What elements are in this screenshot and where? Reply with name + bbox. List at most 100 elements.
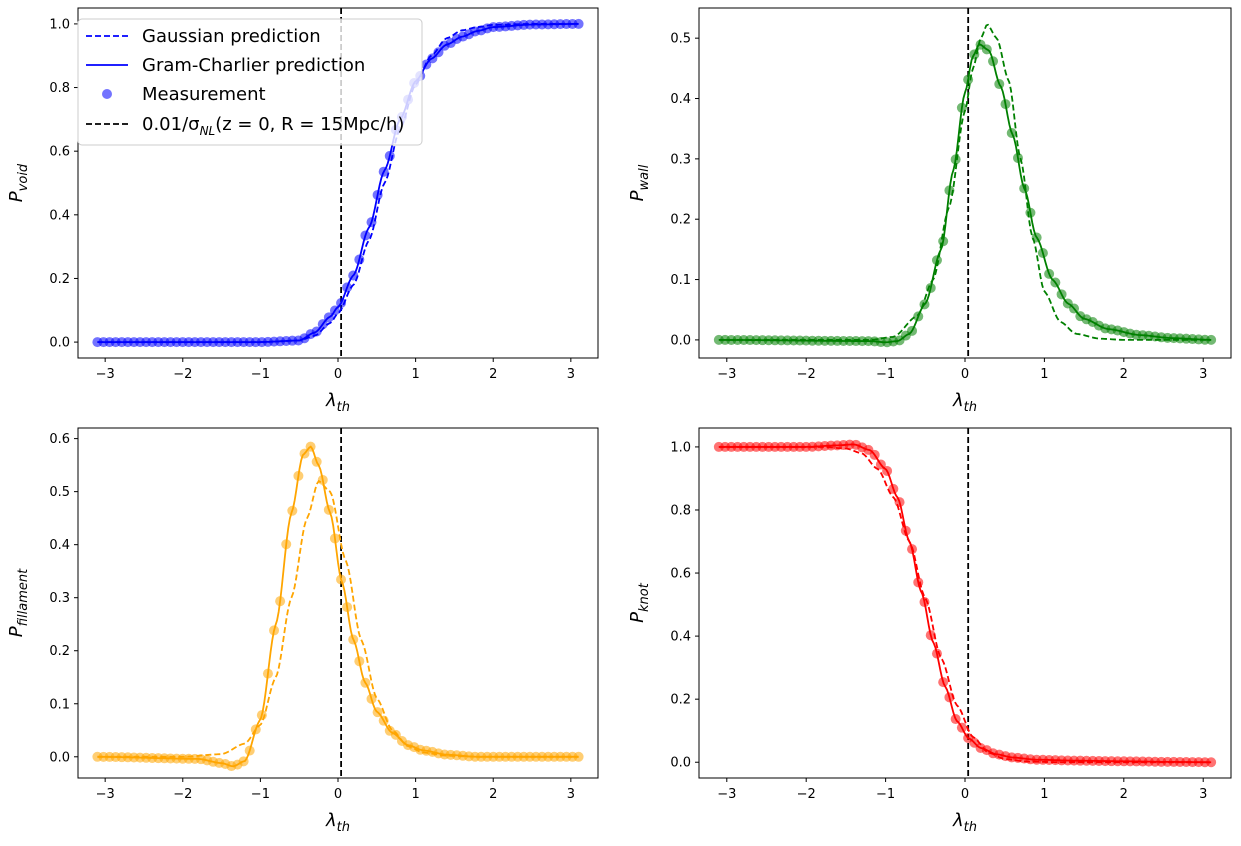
measurement-point	[931, 255, 942, 266]
measurement-point	[384, 150, 395, 161]
measurement-point	[1056, 289, 1067, 300]
y-tick-label: 0.0	[49, 750, 70, 765]
gaussian-prediction-line	[718, 23, 1212, 341]
gram-charlier-prediction-line	[97, 445, 579, 768]
panel-filament: −3 −2 −1 0 1 2 3 0.0 0.1 0.2 0.3 0.4 0.5 0.6 λth Pfilla…	[6, 427, 599, 835]
measurement-point	[1206, 334, 1217, 345]
measurement-point	[963, 74, 974, 85]
measurement-point	[573, 751, 584, 762]
axes-frame	[698, 7, 1232, 359]
x-tick-label: 1	[1040, 787, 1048, 802]
panel-wall: −3 −2 −1 0 1 2 3 0.0 0.1 0.2 0.3 0.4 0.5 λth Pwall	[627, 7, 1232, 415]
measurement-point	[390, 729, 401, 740]
measurement-point	[925, 282, 936, 293]
y-tick-label: 0.3	[49, 591, 70, 606]
measurement-point	[988, 56, 999, 67]
y-tick-label: 0.2	[49, 272, 70, 287]
measurement-point	[366, 217, 377, 228]
y-tick-label: 0.2	[49, 644, 70, 659]
measurement-point	[281, 539, 292, 550]
y-tick-label: 0.2	[670, 213, 691, 228]
gram-charlier-prediction-line	[718, 443, 1212, 764]
measurement-point	[244, 745, 255, 756]
y-tick-label: 0.0	[670, 756, 691, 771]
x-tick-label: −2	[173, 367, 192, 382]
measurement-point	[1012, 152, 1023, 163]
y-tick-label: 0.2	[670, 693, 691, 708]
measurement-point	[323, 504, 334, 515]
measurement-point	[360, 230, 371, 241]
measurement-point	[275, 596, 286, 607]
y-axis-label: Pwall	[627, 164, 652, 201]
x-tick-label: −3	[717, 367, 736, 382]
measurement-point	[944, 692, 955, 703]
y-axis-label: Pknot	[627, 582, 652, 623]
measurement-point	[238, 756, 249, 767]
measurement-point	[956, 722, 967, 733]
legend-label-gaussian: Gaussian prediction	[142, 26, 321, 47]
x-tick-label: 1	[411, 367, 419, 382]
measurement-point	[317, 474, 328, 485]
measurement-point	[1044, 268, 1055, 279]
measurement-point	[311, 456, 322, 467]
x-tick-label: 0	[961, 787, 969, 802]
y-tick-label: 0.4	[49, 208, 70, 223]
measurement-point	[1037, 247, 1048, 258]
y-tick-label: 0.0	[49, 336, 70, 351]
x-tick-label: −2	[797, 787, 816, 802]
x-tick-label: −1	[251, 787, 270, 802]
measurement-point	[323, 312, 334, 323]
x-tick-label: 1	[411, 787, 419, 802]
measurement-point	[256, 710, 267, 721]
y-tick-label: 0.6	[670, 567, 691, 582]
plot-area	[713, 8, 1217, 358]
x-tick-label: −2	[797, 367, 816, 382]
y-tick-label: 0.8	[670, 503, 691, 518]
y-tick-label: 0.4	[670, 630, 691, 645]
measurement-point	[378, 715, 389, 726]
measurement-point	[919, 597, 930, 608]
chart-panels: −3 −2 −1 0 1 2 3 0.0 0.2 0.4 0.6 0.8 1.0 λth Pvoid −3 −2…	[6, 7, 1232, 835]
legend-label-measurement: Measurement	[142, 84, 266, 105]
measurement-point	[1069, 303, 1080, 314]
measurement-point	[354, 656, 365, 667]
y-tick-label: 1.0	[670, 440, 691, 455]
measurement-point	[329, 305, 340, 316]
measurement-point	[938, 236, 949, 247]
measurement-point	[427, 53, 438, 64]
measurement-point	[900, 525, 911, 536]
measurement-point	[360, 677, 371, 688]
measurement-point	[1025, 207, 1036, 218]
measurement-point	[305, 441, 316, 452]
measurement-point	[956, 102, 967, 113]
x-tick-label: 0	[334, 787, 342, 802]
measurement-point	[875, 459, 886, 470]
legend-swatch-measurement	[102, 89, 112, 99]
x-tick-label: −3	[96, 787, 115, 802]
x-axis-label: λth	[325, 810, 350, 835]
measurement-point	[336, 574, 347, 585]
measurement-point	[433, 47, 444, 58]
y-tick-label: 0.1	[670, 273, 691, 288]
measurement-point	[1006, 128, 1017, 138]
legend-label-gram-charlier: Gram-Charlier prediction	[142, 55, 365, 76]
legend: Gaussian prediction Gram-Charlier predic…	[77, 18, 423, 146]
measurement-point	[299, 448, 310, 459]
measurement-point	[311, 326, 322, 337]
measurement-point	[944, 185, 955, 196]
gaussian-prediction-line	[97, 479, 579, 758]
x-tick-label: 2	[1120, 367, 1128, 382]
x-tick-label: −1	[876, 787, 895, 802]
x-tick-label: −3	[717, 787, 736, 802]
y-tick-label: 0.0	[670, 333, 691, 348]
x-tick-label: 0	[334, 367, 342, 382]
measurement-point	[950, 154, 961, 165]
measurement-point	[969, 49, 980, 60]
measurement-point	[378, 166, 389, 177]
measurement-point	[329, 533, 340, 544]
measurement-point	[1050, 277, 1061, 288]
plot-area	[92, 8, 584, 358]
measurement-point	[336, 298, 347, 308]
x-tick-label: −3	[96, 367, 115, 382]
